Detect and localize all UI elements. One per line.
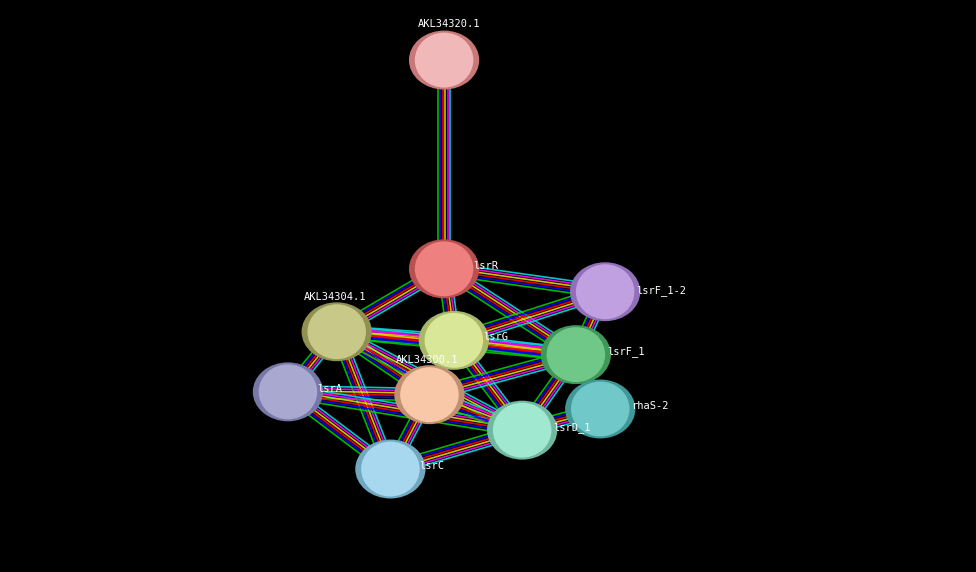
Ellipse shape xyxy=(302,302,372,362)
Ellipse shape xyxy=(415,241,473,296)
Ellipse shape xyxy=(307,304,366,359)
Text: lsrA: lsrA xyxy=(317,384,343,394)
Ellipse shape xyxy=(570,262,640,321)
Text: lsrG: lsrG xyxy=(483,332,508,343)
Text: AKL34300.1: AKL34300.1 xyxy=(396,355,459,365)
Ellipse shape xyxy=(425,313,483,368)
Ellipse shape xyxy=(415,33,473,88)
Ellipse shape xyxy=(547,327,605,382)
Text: lsrC: lsrC xyxy=(420,461,445,471)
Ellipse shape xyxy=(361,442,420,496)
Text: AKL34320.1: AKL34320.1 xyxy=(418,19,480,29)
Ellipse shape xyxy=(493,403,551,458)
Ellipse shape xyxy=(409,30,479,90)
Text: lsrR: lsrR xyxy=(473,261,499,271)
Ellipse shape xyxy=(400,367,459,422)
Ellipse shape xyxy=(565,379,635,439)
Text: AKL34304.1: AKL34304.1 xyxy=(304,292,366,302)
Ellipse shape xyxy=(409,239,479,299)
Text: lsrF_1: lsrF_1 xyxy=(607,346,644,358)
Ellipse shape xyxy=(253,362,323,422)
Ellipse shape xyxy=(355,439,426,499)
Ellipse shape xyxy=(394,365,465,424)
Ellipse shape xyxy=(419,311,489,370)
Ellipse shape xyxy=(541,325,611,384)
Ellipse shape xyxy=(576,264,634,319)
Ellipse shape xyxy=(571,382,630,436)
Ellipse shape xyxy=(487,400,557,460)
Text: lsrD_1: lsrD_1 xyxy=(553,422,590,433)
Text: rhaS-2: rhaS-2 xyxy=(631,401,669,411)
Ellipse shape xyxy=(259,364,317,419)
Text: lsrF_1-2: lsrF_1-2 xyxy=(636,285,686,296)
